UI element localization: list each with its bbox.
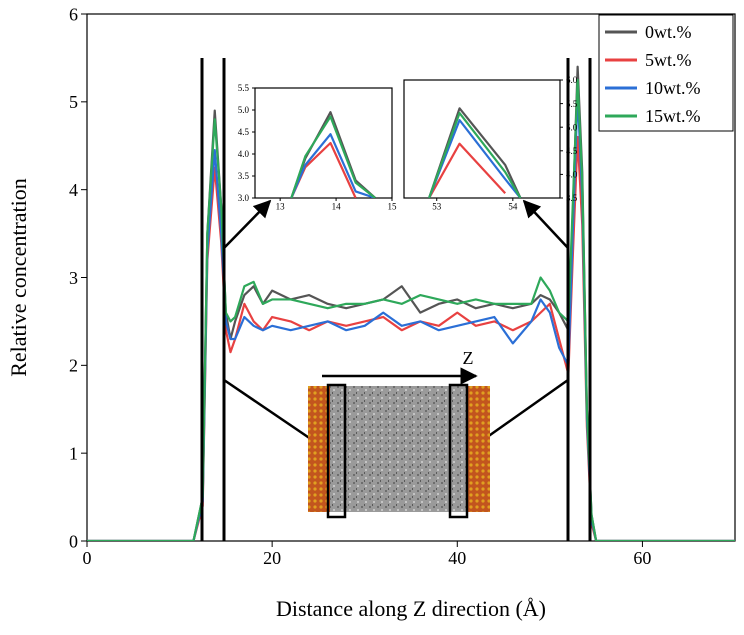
x-tick-label: 53 [432,202,442,212]
legend-label: 15wt.% [645,106,701,126]
series-line [428,142,507,198]
y-tick-label: 4.5 [238,127,250,137]
y-tick-label: 5.0 [238,105,250,115]
y-tick-label: 4.5 [566,146,578,156]
series-line [290,133,376,198]
y-tick-label: 2 [69,356,78,376]
y-tick-label: 6 [69,4,78,24]
x-tick-label: 20 [263,548,281,568]
y-tick-label: 3.5 [238,171,250,181]
y-tick-label: 5.5 [238,83,250,93]
y-tick-label: 3.0 [238,193,250,203]
plot: 13 14 15 3.0 3.5 4.0 4.5 5.0 5.5 [238,83,397,211]
legend: 0wt.% 5wt.% 10wt.% 15wt.% [598,14,734,132]
x-tick-label: 60 [633,548,651,568]
x-tick-label: 40 [448,548,466,568]
x-tick-label: 13 [276,202,286,212]
y-tick-label: 4.0 [566,170,578,180]
plot-area [403,79,561,199]
y-tick-label: 5.0 [566,122,578,132]
series-line [428,111,522,198]
snapshot: Z [308,348,490,519]
legend-label: 10wt.% [645,78,701,98]
y-axis-title: Relative concentration [6,178,31,377]
axis-annotation: Z [463,348,474,368]
y-tick-label: 5.5 [566,99,578,109]
y-tick-label: 3.5 [566,193,578,203]
y-tick-label: 4.0 [238,149,250,159]
x-tick-label: 0 [83,548,92,568]
series-line [428,119,522,198]
y-tick-label: 6.0 [566,75,578,85]
legend-label: 0wt.% [645,22,692,42]
y-tick-label: 0 [69,531,78,551]
x-tick-label: 15 [388,202,398,212]
x-tick-label: 54 [508,202,518,212]
guides [200,58,592,541]
legend-box [598,14,734,132]
x-tick-label: 14 [332,202,342,212]
plot: 53 54 3.5 4.0 4.5 5.0 5.5 6.0 [403,75,578,212]
legend-label: 5wt.% [645,50,692,70]
y-tick-label: 5 [69,92,78,112]
y-tick-label: 4 [69,180,78,200]
y-tick-label: 3 [69,268,78,288]
x-axis-title: Distance along Z direction (Å) [276,596,546,621]
series-line [290,115,376,198]
y-tick-label: 1 [69,443,78,463]
